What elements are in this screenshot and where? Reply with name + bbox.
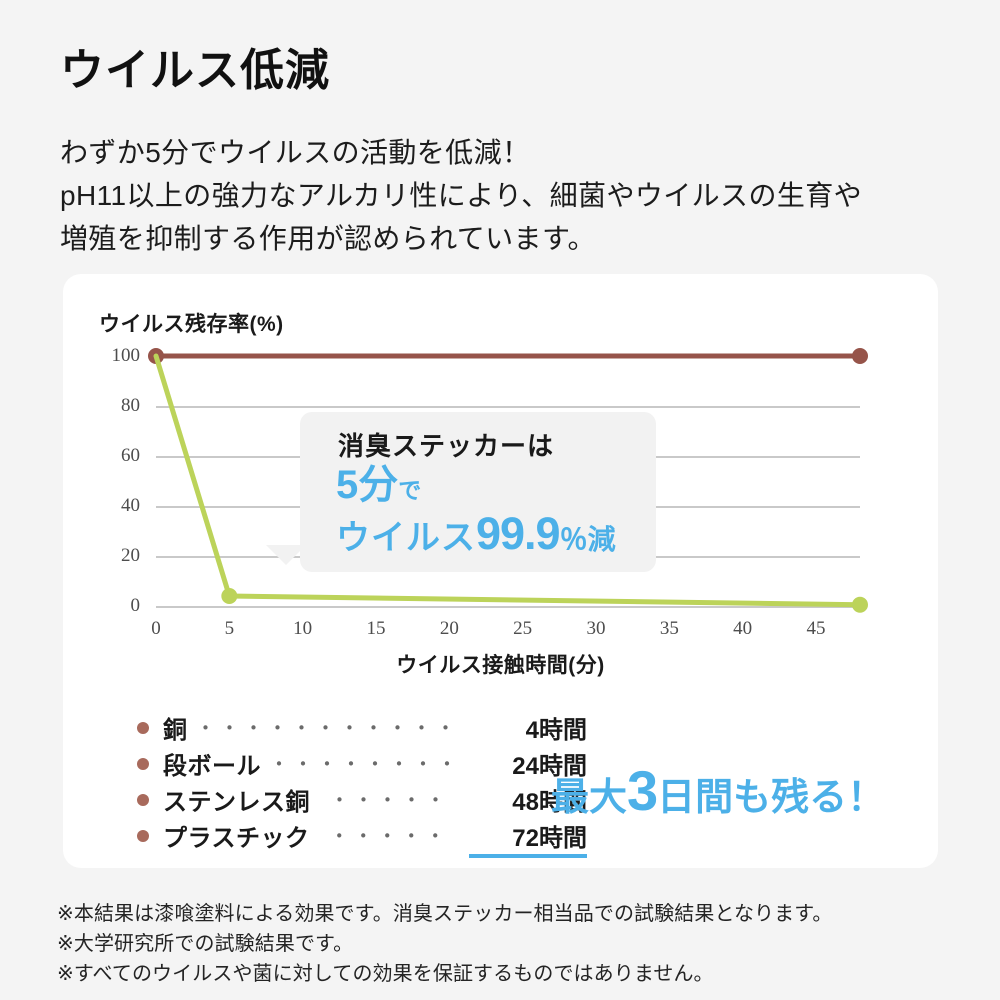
y-tick-80: 80 <box>121 395 140 416</box>
y-tick-60: 60 <box>121 445 140 466</box>
x-tick-30: 30 <box>586 618 606 639</box>
x-tick-40: 40 <box>733 618 753 639</box>
callout-line-1: 消臭ステッカーは <box>338 431 555 461</box>
series-lines <box>148 348 868 613</box>
x-tick-20: 20 <box>439 618 459 639</box>
footnotes: ※本結果は漆喰塗料による効果です。消臭ステッカー相当品での試験結果となります。 … <box>57 899 832 989</box>
y-axis-title: ウイルス残存率(%) <box>99 313 284 336</box>
callout-line-3: ウイルス99.9％減 <box>336 511 656 556</box>
footnote-2: ※大学研究所での試験結果です。 <box>57 933 354 955</box>
legend-duration-value: 4時間 <box>525 717 587 744</box>
y-tick-40: 40 <box>121 495 140 516</box>
lead-paragraph: わずか5分でウイルスの活動を低減！ pH11以上の強力なアルカリ性により、細菌や… <box>60 131 862 260</box>
page-title: ウイルス低減 <box>60 46 330 95</box>
legend-duration-value: 24時間 <box>512 753 587 780</box>
x-tick-45: 45 <box>806 618 826 639</box>
chart-card: ウイルス残存率(%) 0 20 40 60 80 100 0 5 10 15 20 25 3… <box>63 274 938 868</box>
lead-line-1: わずか5分でウイルスの活動を低減！ <box>60 137 531 168</box>
callout-percent-sign: ％ <box>559 524 588 555</box>
legend-leader-dots: ・・・・・ <box>329 790 450 812</box>
legend-bullet-icon <box>137 722 149 734</box>
callout-percent-value: 99.9 <box>476 508 561 559</box>
x-tick-25: 25 <box>513 618 533 639</box>
callout-box: 消臭ステッカーは 5分で ウイルス99.9％減 <box>300 412 656 572</box>
data-point-1-2 <box>852 596 868 613</box>
x-tick-0: 0 <box>151 618 161 639</box>
legend-row: 段ボール ・・・・・・・・ 24時間 <box>137 746 587 782</box>
y-tick-100: 100 <box>111 345 141 366</box>
x-axis-title: ウイルス接触時間(分) <box>396 654 605 677</box>
legend-material-name: 段ボール <box>163 753 261 780</box>
data-point-1-1 <box>221 588 238 604</box>
legend-row: 銅・・・・・・・・・・・・ 4時間 <box>137 710 587 746</box>
y-tick-0: 0 <box>130 595 141 616</box>
callout-minutes-suffix: で <box>398 477 422 503</box>
legend-leader-dots: ・・・・・・・・ <box>269 754 461 776</box>
x-tick-5: 5 <box>224 618 235 639</box>
legend-leader-dots: ・・・・・ <box>329 826 450 848</box>
legend-material-name: 銅 <box>163 717 188 744</box>
slogan-prefix: 最大 <box>551 777 628 819</box>
footnote-1: ※本結果は漆喰塗料による効果です。消臭ステッカー相当品での試験結果となります。 <box>57 903 833 925</box>
data-point-0-1 <box>852 348 868 364</box>
legend-row: ステンレス銅 ・・・・・ 48時間 <box>137 782 587 818</box>
legend-row: プラスチック ・・・・・ 72時間 <box>137 818 587 858</box>
legend-material-name: プラスチック <box>163 825 310 852</box>
callout-line-2: 5分で <box>336 465 656 505</box>
legend-bullet-icon <box>137 758 149 770</box>
lead-line-2: pH11以上の強力なアルカリ性により、細菌やウイルスの生育や <box>60 180 863 211</box>
callout-tail-icon <box>266 545 306 565</box>
material-legend: 銅・・・・・・・・・・・・ 4時間 段ボール ・・・・・・・・ 24時間 ステンレス銅 ・・… <box>137 710 587 858</box>
legend-bullet-icon <box>137 830 149 842</box>
legend-leader-dots: ・・・・・・・・・・・・ <box>195 718 462 740</box>
callout-reduce-word: 減 <box>587 524 616 555</box>
y-tick-20: 20 <box>121 545 140 566</box>
x-tick-10: 10 <box>293 618 313 639</box>
slogan-text: 最大3日間も残る！ <box>551 763 885 819</box>
slogan-suffix: 日間も残る！ <box>657 777 886 819</box>
slogan-number: 3 <box>627 759 658 822</box>
lead-line-3: 増殖を抑制する作用が認められています。 <box>60 223 596 254</box>
legend-bullet-icon <box>137 794 149 806</box>
footnote-3: ※すべてのウイルスや菌に対しての効果を保証するものではありません。 <box>57 963 714 985</box>
virus-survival-chart: ウイルス残存率(%) 0 20 40 60 80 100 0 5 10 15 20 25 3… <box>63 274 938 868</box>
callout-minutes: 5分 <box>336 463 399 507</box>
callout-virus-word: ウイルス <box>336 519 476 557</box>
legend-duration-value: 48時間 <box>512 789 587 816</box>
x-tick-15: 15 <box>366 618 386 639</box>
legend-material-name: ステンレス銅 <box>163 789 310 816</box>
legend-duration-value: 72時間 <box>469 818 587 858</box>
x-tick-35: 35 <box>659 618 679 639</box>
